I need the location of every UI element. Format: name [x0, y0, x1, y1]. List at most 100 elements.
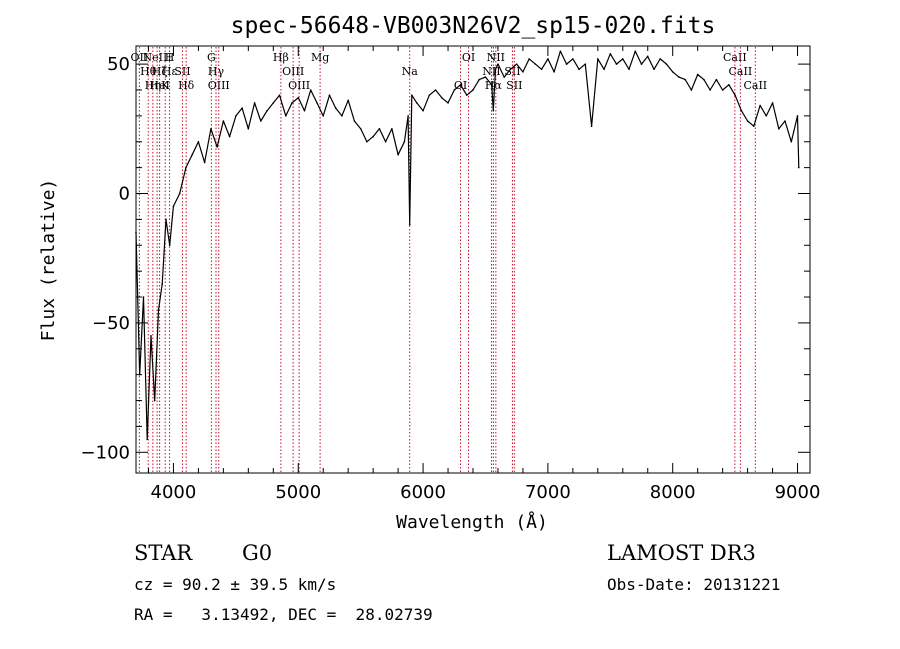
spectrum-data-point — [459, 84, 462, 86]
spectrum-data-point — [597, 58, 599, 60]
spectral-line-label: H — [165, 51, 175, 64]
spectrum-data-point — [222, 120, 225, 122]
spectrum-data-point — [621, 58, 624, 60]
spectrum-data-point — [572, 58, 574, 60]
spectral-line-label: SII — [504, 65, 520, 78]
spectrum-data-point — [484, 76, 487, 78]
spectrum-data-point — [328, 94, 331, 96]
spectrum-data-point — [771, 102, 774, 104]
spectral-line-label: SII — [506, 79, 522, 92]
spectrum-data-point — [291, 102, 293, 104]
spectrum-data-point — [553, 71, 555, 73]
spectrum-data-point — [709, 89, 711, 91]
coordinates-readout: RA = 3.13492, DEC = 28.02739 — [134, 605, 433, 624]
spectrum-data-point — [422, 109, 424, 112]
spectrum-data-point — [378, 128, 381, 130]
spectrum-data-point — [671, 71, 674, 73]
spectral-line-label: NII — [482, 65, 500, 78]
spectrum-data-point — [492, 109, 495, 112]
spectrum-data-point — [497, 63, 499, 65]
spectrum-data-point — [416, 102, 418, 104]
spectrum-data-point — [540, 68, 543, 71]
spectrum-data-point — [646, 55, 649, 58]
spectrum-data-point — [478, 78, 481, 81]
spectral-line-label: Hγ — [208, 65, 225, 78]
spectrum-data-point — [784, 120, 786, 122]
spectrum-data-point — [728, 84, 730, 86]
spectral-line-label: CaII — [729, 65, 753, 78]
spectrum-data-point — [235, 115, 237, 117]
spectrum-data-point — [640, 63, 643, 65]
spectrum-data-point — [165, 218, 167, 221]
spectrum-data-point — [578, 68, 580, 71]
spectrum-data-point — [440, 96, 443, 99]
spectrum-data-point — [509, 68, 512, 71]
plot-area: OIIHθHηNeIIIHζHeIKHHεSIIHδGHγOIIIHβOIIIO… — [81, 45, 821, 503]
redshift-readout: cz = 90.2 ± 39.5 km/s — [134, 575, 337, 594]
spectrum-data-point — [366, 140, 368, 143]
spectral-line-label: Hα — [485, 79, 503, 92]
spectrum-data-point — [150, 335, 152, 337]
spectrum-data-point — [322, 115, 325, 117]
spectral-line-label: OII — [131, 51, 149, 64]
spectrum-data-point — [603, 68, 605, 71]
spectrum-data-point — [384, 140, 387, 143]
spectrum-data-point — [297, 96, 300, 99]
spectrum-data-point — [142, 296, 145, 298]
spectral-line-label: Mg — [311, 51, 329, 64]
spectral-line-label: OI — [462, 51, 475, 64]
spectrum-data-point — [157, 309, 160, 311]
observation-date: Obs-Date: 20131221 — [607, 575, 781, 594]
y-tick-label: 50 — [107, 54, 130, 75]
spectrum-data-point — [241, 107, 243, 109]
spectrum-data-point — [168, 244, 171, 247]
y-tick-label: −100 — [81, 442, 130, 463]
spectral-line-label: OIII — [282, 65, 304, 78]
x-tick-label: 9000 — [775, 482, 821, 503]
spectral-line-label: OIII — [208, 79, 230, 92]
spectrum-data-point — [777, 128, 780, 130]
spectrum-data-point — [665, 63, 668, 65]
spectrum-data-point — [746, 120, 749, 122]
spectrum-data-point — [765, 115, 768, 117]
spectrum-data-point — [797, 166, 800, 169]
spectrum-data-point — [472, 89, 474, 91]
spectrum-data-point — [309, 89, 312, 91]
spectrum-data-point — [796, 115, 799, 117]
survey-name: LAMOST DR3 — [607, 541, 756, 565]
spectrum-data-point — [734, 94, 736, 96]
spectrum-data-point — [172, 205, 175, 208]
spectrum-data-point — [353, 120, 356, 122]
y-axis-label: Flux (relative) — [38, 179, 59, 342]
spectral-line-label: Hε — [162, 65, 178, 78]
spectrum-data-point — [684, 78, 686, 81]
spectrum-data-point — [146, 438, 149, 441]
spectrum-data-point — [740, 109, 743, 112]
spectrum-data-point — [359, 128, 362, 130]
spectrum-data-point — [503, 76, 506, 78]
spectrum-data-point — [690, 89, 693, 91]
spectrum-data-point — [715, 78, 718, 81]
spectrum-data-point — [266, 109, 268, 112]
spectrum-data-point — [590, 125, 593, 128]
spectrum-data-point — [347, 99, 349, 102]
spectral-line-label: Hβ — [273, 51, 289, 64]
spectrum-data-point — [434, 89, 437, 91]
spectrum-data-point — [628, 68, 630, 71]
spectrum-data-point — [316, 102, 318, 104]
spectral-line-label: Na — [402, 65, 419, 78]
x-tick-label: 6000 — [400, 482, 446, 503]
spectrum-data-point — [260, 120, 262, 122]
x-tick-label: 4000 — [151, 482, 197, 503]
spectrum-data-point — [191, 153, 193, 156]
spectral-line-label: Hζ — [152, 65, 168, 78]
spectral-line-label: CaII — [743, 79, 767, 92]
spectrum-data-point — [721, 89, 724, 91]
spectrum-data-point — [428, 94, 431, 96]
spectrum-data-point — [465, 94, 468, 96]
object-class: STAR — [134, 541, 193, 565]
spectrum-data-point — [659, 58, 662, 60]
spectrum-data-point — [185, 166, 187, 169]
spectral-line-label: NeIII — [143, 51, 172, 64]
